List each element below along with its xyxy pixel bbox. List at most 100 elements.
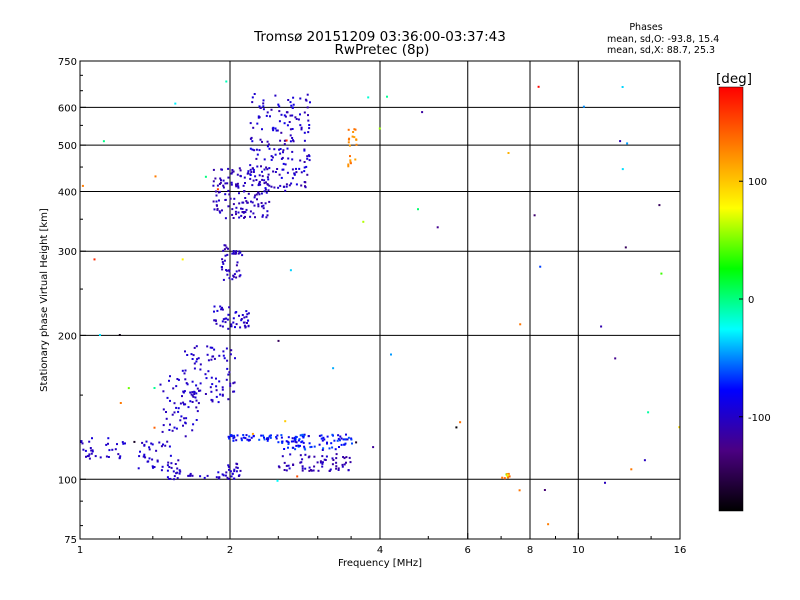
data-point <box>175 406 178 409</box>
data-point <box>299 159 302 162</box>
data-point <box>235 184 238 186</box>
data-point <box>169 375 171 378</box>
data-point <box>108 449 111 452</box>
data-point <box>247 324 250 327</box>
data-point <box>251 101 254 104</box>
data-point <box>235 439 238 442</box>
data-point <box>230 181 233 184</box>
data-point <box>600 325 603 328</box>
data-point <box>235 323 238 326</box>
data-point <box>301 467 304 470</box>
data-point <box>278 173 281 176</box>
data-point <box>251 148 254 151</box>
data-point <box>249 168 252 171</box>
data-point <box>258 174 261 177</box>
data-point <box>231 208 234 211</box>
data-point <box>226 182 229 185</box>
data-point <box>249 215 252 218</box>
data-point <box>151 458 154 461</box>
data-point <box>256 153 259 156</box>
data-point <box>221 258 224 261</box>
data-point <box>227 247 229 250</box>
data-point <box>183 390 186 393</box>
data-point <box>191 474 194 477</box>
data-point <box>205 377 208 380</box>
data-point <box>229 382 232 385</box>
data-point <box>158 441 161 444</box>
data-point <box>199 475 202 478</box>
data-point <box>93 258 96 261</box>
data-point <box>331 446 334 449</box>
data-point <box>355 138 358 141</box>
data-point <box>334 448 337 451</box>
data-point <box>349 155 351 158</box>
data-point <box>263 179 266 182</box>
x-tick-label: 4 <box>377 545 383 556</box>
data-point <box>174 463 177 465</box>
data-point <box>218 476 221 479</box>
data-point <box>154 175 157 178</box>
data-point <box>274 171 277 173</box>
data-point <box>297 444 300 447</box>
data-point <box>171 429 174 432</box>
data-point <box>354 128 357 131</box>
data-point <box>162 390 165 393</box>
data-point <box>177 407 180 410</box>
data-point <box>276 129 279 132</box>
data-point <box>250 200 252 203</box>
data-point <box>272 129 275 132</box>
data-point <box>245 434 248 437</box>
data-point <box>216 208 219 211</box>
data-point <box>222 249 225 252</box>
y-tick-label: 750 <box>58 57 77 68</box>
data-point <box>169 423 171 426</box>
data-point <box>303 139 306 142</box>
data-point <box>278 120 281 123</box>
data-point <box>243 316 246 319</box>
data-point <box>257 205 260 208</box>
data-point <box>196 410 199 413</box>
data-point <box>246 313 249 316</box>
data-point <box>257 116 260 119</box>
data-point <box>291 437 294 440</box>
data-point <box>291 114 294 117</box>
data-point <box>235 206 238 209</box>
data-point <box>230 325 233 328</box>
data-point <box>313 455 316 458</box>
data-point <box>276 168 279 170</box>
data-point <box>107 442 109 445</box>
data-point <box>338 446 340 448</box>
data-point <box>251 140 254 143</box>
data-point <box>390 353 392 356</box>
data-point <box>265 114 268 117</box>
data-point <box>213 357 216 360</box>
data-point <box>349 159 352 162</box>
data-point <box>507 472 510 475</box>
data-point <box>266 439 269 442</box>
data-point <box>335 467 338 470</box>
data-point <box>191 358 194 360</box>
data-point <box>280 113 283 116</box>
data-point <box>187 474 190 477</box>
data-point <box>177 378 180 381</box>
data-point <box>168 429 171 431</box>
data-point <box>303 149 306 152</box>
data-point <box>107 456 110 458</box>
data-point <box>228 193 231 196</box>
data-point <box>219 324 222 327</box>
data-point <box>237 185 240 188</box>
data-point <box>151 465 154 468</box>
data-point <box>307 114 309 117</box>
data-point <box>254 175 257 178</box>
data-point <box>265 216 268 219</box>
data-point <box>219 393 222 396</box>
data-point <box>143 444 146 447</box>
data-point <box>301 440 304 443</box>
data-point <box>362 220 365 223</box>
data-point <box>247 319 249 322</box>
data-point <box>263 182 266 185</box>
data-point <box>283 114 286 117</box>
data-point <box>227 478 230 480</box>
data-point <box>206 353 209 356</box>
data-point <box>286 124 289 127</box>
